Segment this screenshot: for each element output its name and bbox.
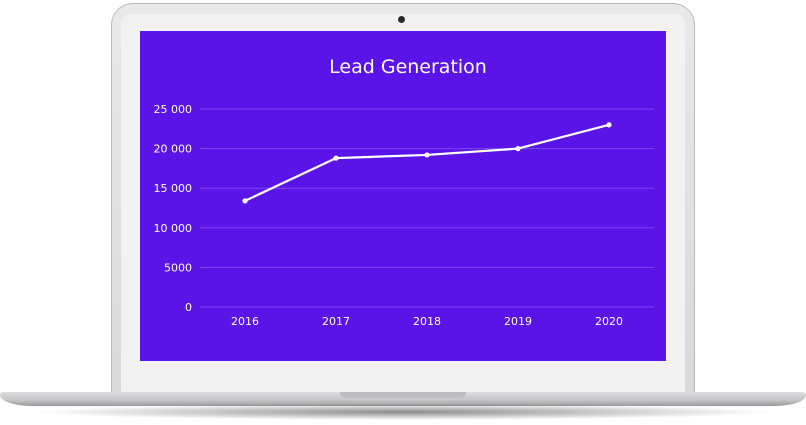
- series-points: [242, 122, 612, 204]
- laptop-base: [0, 392, 806, 406]
- data-point: [242, 198, 248, 204]
- laptop-screen: Lead Generation 0 5000 10 000 15 000 20 000 2…: [140, 31, 666, 361]
- x-tick-label: 2016: [231, 315, 259, 328]
- data-point: [333, 155, 339, 161]
- laptop-shadow: [30, 404, 776, 420]
- chart-title: Lead Generation: [329, 56, 487, 78]
- x-tick-label: 2017: [322, 315, 350, 328]
- data-point: [515, 146, 521, 152]
- x-tick-label: 2018: [413, 315, 441, 328]
- y-tick-label: 15 000: [154, 182, 193, 195]
- grid-lines: [200, 108, 654, 308]
- x-tick-label: 2020: [595, 315, 623, 328]
- x-tick-label: 2019: [504, 315, 532, 328]
- y-tick-label: 5000: [164, 261, 192, 274]
- y-tick-label: 20 000: [154, 143, 193, 156]
- y-tick-label: 10 000: [154, 222, 193, 235]
- data-point: [424, 152, 430, 158]
- data-point: [606, 122, 612, 128]
- laptop-notch: [340, 392, 466, 398]
- camera-icon: [398, 16, 405, 23]
- y-tick-label: 25 000: [154, 103, 193, 116]
- y-tick-label: 0: [185, 301, 192, 314]
- series-line: [244, 123, 610, 202]
- y-axis-ticks: 0 5000 10 000 15 000 20 000 25 000: [154, 103, 193, 314]
- line-chart: Lead Generation 0 5000 10 000 15 000 20 000 2…: [154, 56, 654, 328]
- x-axis-ticks: 2016 2017 2018 2019 2020: [231, 315, 623, 328]
